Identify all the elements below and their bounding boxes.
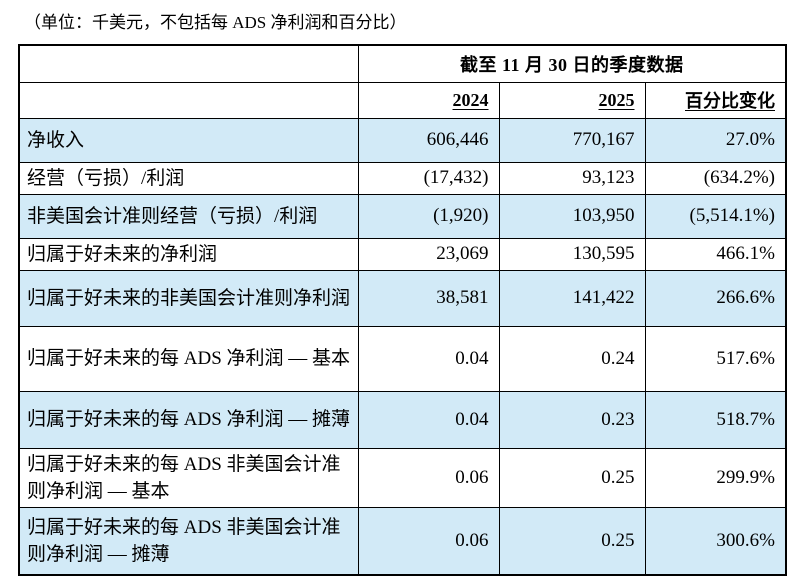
value-2024-cell: 606,446 [357,117,500,163]
table-row: 归属于好未来的每 ADS 净利润 — 摊薄 0.04 0.23 518.7% [18,390,787,449]
column-header-row: 2024 2025 百分比变化 [18,81,787,119]
table-row: 经营（亏损）/利润 (17,432) 93,123 (634.2%) [18,161,787,195]
row-label-cell: 归属于好未来的净利润 [18,237,359,271]
value-2025-cell: 770,167 [498,117,646,163]
value-2024-cell: 0.06 [357,447,500,508]
value-2024-cell: 0.06 [357,506,500,576]
value-2024-cell: 0.04 [357,325,500,392]
pct-change-cell: 266.6% [644,269,787,327]
column-header-2025: 2025 [498,81,646,119]
empty-header-cell [18,81,359,119]
value-2024-cell: (17,432) [357,161,500,195]
value-2025-cell: 0.23 [498,390,646,449]
quarterly-results-table: 截至 11 月 30 日的季度数据 2024 2025 百分比变化 净收入 606… [18,44,787,576]
table-row: 净收入 606,446 770,167 27.0% [18,117,787,163]
value-2025-cell: 0.24 [498,325,646,392]
value-2024-cell: 23,069 [357,237,500,271]
row-label-cell: 归属于好未来的每 ADS 净利润 — 基本 [18,325,359,392]
row-label-cell: 净收入 [18,117,359,163]
table-row: 归属于好未来的非美国会计准则净利润 38,581 141,422 266.6% [18,269,787,327]
table-row: 归属于好未来的净利润 23,069 130,595 466.1% [18,237,787,271]
row-label-cell: 归属于好未来的每 ADS 净利润 — 摊薄 [18,390,359,449]
table-row: 非美国会计准则经营（亏损）/利润 (1,920) 103,950 (5,514.1%) [18,193,787,239]
empty-corner-cell [18,44,359,83]
value-2025-cell: 93,123 [498,161,646,195]
pct-change-cell: (5,514.1%) [644,193,787,239]
row-label-cell: 归属于好未来的每 ADS 非美国会计准则净利润 — 基本 [18,447,359,508]
table-row: 归属于好未来的每 ADS 净利润 — 基本 0.04 0.24 517.6% [18,325,787,392]
value-2025-cell: 130,595 [498,237,646,271]
row-label-cell: 归属于好未来的非美国会计准则净利润 [18,269,359,327]
value-2024-cell: (1,920) [357,193,500,239]
value-2025-cell: 103,950 [498,193,646,239]
pct-change-cell: 466.1% [644,237,787,271]
period-header-row: 截至 11 月 30 日的季度数据 [18,44,787,83]
pct-change-cell: 27.0% [644,117,787,163]
units-note: （单位：千美元，不包括每 ADS 净利润和百分比） [24,13,407,32]
table-header: 截至 11 月 30 日的季度数据 2024 2025 百分比变化 [18,44,787,119]
pct-change-cell: 300.6% [644,506,787,576]
pct-change-cell: 299.9% [644,447,787,508]
row-label-cell: 归属于好未来的每 ADS 非美国会计准则净利润 — 摊薄 [18,506,359,576]
table-row: 归属于好未来的每 ADS 非美国会计准则净利润 — 摊薄 0.06 0.25 300.… [18,506,787,576]
value-2025-cell: 141,422 [498,269,646,327]
table-body: 净收入 606,446 770,167 27.0% 经营（亏损）/利润 (17,432) 9… [18,117,787,576]
column-header-2024: 2024 [357,81,500,119]
column-header-pct-change: 百分比变化 [644,81,787,119]
table-row: 归属于好未来的每 ADS 非美国会计准则净利润 — 基本 0.06 0.25 299.… [18,447,787,508]
row-label-cell: 非美国会计准则经营（亏损）/利润 [18,193,359,239]
pct-change-cell: 517.6% [644,325,787,392]
pct-change-cell: (634.2%) [644,161,787,195]
value-2025-cell: 0.25 [498,506,646,576]
value-2024-cell: 38,581 [357,269,500,327]
row-label-cell: 经营（亏损）/利润 [18,161,359,195]
value-2024-cell: 0.04 [357,390,500,449]
value-2025-cell: 0.25 [498,447,646,508]
pct-change-cell: 518.7% [644,390,787,449]
period-header-cell: 截至 11 月 30 日的季度数据 [357,44,787,83]
